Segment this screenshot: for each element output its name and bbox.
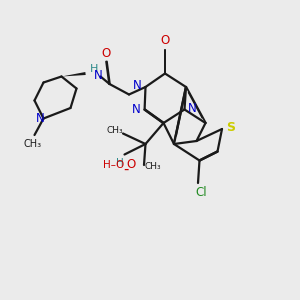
Text: N: N (94, 69, 103, 82)
Text: O: O (126, 158, 135, 172)
Text: Cl: Cl (195, 185, 207, 199)
Text: -: - (123, 161, 129, 176)
Text: H–O: H–O (103, 160, 124, 170)
Text: S: S (226, 121, 236, 134)
Text: N: N (133, 79, 142, 92)
Text: H: H (116, 158, 124, 169)
Text: CH₃: CH₃ (24, 139, 42, 149)
Text: N: N (188, 101, 196, 115)
Text: H: H (90, 64, 99, 74)
Text: N: N (132, 103, 141, 116)
Text: CH₃: CH₃ (106, 126, 123, 135)
Text: CH₃: CH₃ (144, 162, 161, 171)
Text: N: N (36, 112, 45, 125)
Text: O: O (101, 46, 110, 60)
Polygon shape (61, 72, 86, 76)
Text: O: O (160, 34, 169, 47)
